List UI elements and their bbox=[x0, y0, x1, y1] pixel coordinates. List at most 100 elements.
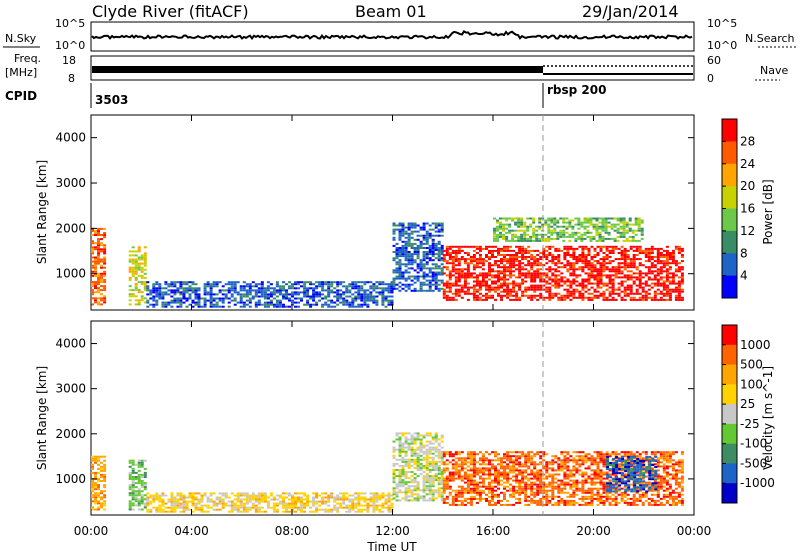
heatmap-cell bbox=[617, 252, 621, 254]
heatmap-cell bbox=[152, 496, 156, 499]
heatmap-cell bbox=[589, 237, 593, 240]
heatmap-cell bbox=[469, 451, 473, 454]
heatmap-cell bbox=[496, 235, 499, 238]
heatmap-cell bbox=[194, 502, 198, 505]
heatmap-cell bbox=[182, 301, 186, 304]
heatmap-cell bbox=[653, 290, 657, 293]
heatmap-cell bbox=[526, 217, 530, 220]
heatmap-cell bbox=[128, 488, 132, 491]
heatmap-cell bbox=[357, 498, 361, 501]
heatmap-cell bbox=[578, 503, 582, 506]
heatmap-cell bbox=[351, 283, 355, 286]
heatmap-cell bbox=[233, 506, 237, 509]
heatmap-cell bbox=[472, 495, 476, 498]
heatmap-cell bbox=[140, 502, 144, 505]
heatmap-cell bbox=[529, 239, 533, 242]
heatmap-cell bbox=[491, 249, 494, 252]
heatmap-cell bbox=[595, 219, 599, 222]
heatmap-cell bbox=[401, 244, 405, 247]
heatmap-cell bbox=[512, 249, 516, 252]
heatmap-cell bbox=[539, 491, 543, 494]
heatmap-cell bbox=[440, 434, 444, 437]
heatmap-cell bbox=[454, 284, 458, 287]
heatmap-cell bbox=[454, 463, 458, 466]
heatmap-cell bbox=[506, 290, 510, 293]
heatmap-cell bbox=[674, 282, 678, 285]
heatmap-cell bbox=[445, 266, 449, 269]
heatmap-cell bbox=[407, 446, 411, 449]
heatmap-cell bbox=[575, 485, 579, 488]
heatmap-cell bbox=[97, 508, 100, 511]
heatmap-cell bbox=[179, 305, 183, 308]
heatmap-cell bbox=[398, 499, 402, 502]
heatmap-cell bbox=[626, 284, 630, 287]
heatmap-cell bbox=[563, 264, 567, 267]
heatmap-cell bbox=[460, 465, 464, 468]
heatmap-cell bbox=[569, 455, 573, 458]
heatmap-cell bbox=[590, 296, 594, 299]
heatmap-cell bbox=[524, 290, 528, 293]
heatmap-cell bbox=[524, 252, 528, 254]
heatmap-cell bbox=[194, 293, 198, 296]
heatmap-cell bbox=[572, 256, 576, 258]
heatmap-cell bbox=[161, 510, 165, 513]
heatmap-cell bbox=[496, 239, 499, 242]
heatmap-cell bbox=[581, 298, 585, 301]
heatmap-cell bbox=[515, 469, 519, 472]
heatmap-cell bbox=[269, 291, 273, 294]
heatmap-cell bbox=[478, 477, 482, 480]
heatmap-cell bbox=[416, 289, 420, 292]
heatmap-cell bbox=[659, 292, 663, 295]
heatmap-cell bbox=[497, 249, 500, 252]
heatmap-cell bbox=[416, 481, 420, 484]
heatmap-cell bbox=[538, 221, 542, 224]
heatmap-cell bbox=[502, 217, 505, 220]
heatmap-cell bbox=[608, 249, 612, 252]
heatmap-cell bbox=[613, 229, 617, 232]
heatmap-cell bbox=[360, 297, 364, 300]
heatmap-cell bbox=[366, 508, 370, 511]
heatmap-cell bbox=[103, 455, 107, 458]
heatmap-cell bbox=[440, 481, 444, 484]
heatmap-cell bbox=[254, 303, 258, 306]
heatmap-cell bbox=[653, 264, 657, 267]
heatmap-cell bbox=[437, 228, 441, 231]
heatmap-cell bbox=[599, 282, 603, 285]
heatmap-cell bbox=[517, 217, 521, 220]
heatmap-cell bbox=[671, 258, 675, 261]
heatmap-cell bbox=[254, 510, 258, 513]
heatmap-cell bbox=[527, 262, 531, 265]
heatmap-cell bbox=[626, 264, 630, 267]
heatmap-cell bbox=[587, 262, 591, 265]
heatmap-cell bbox=[312, 291, 316, 294]
heatmap-cell bbox=[650, 298, 654, 301]
heatmap-cell bbox=[563, 451, 567, 454]
heatmap-cell bbox=[457, 258, 461, 261]
heatmap-cell bbox=[176, 289, 180, 292]
heatmap-cell bbox=[505, 219, 509, 222]
heatmap-cell bbox=[637, 225, 641, 228]
heatmap-cell bbox=[560, 296, 564, 299]
heatmap-cell bbox=[653, 298, 657, 301]
heatmap-cell bbox=[457, 252, 461, 254]
heatmap-cell bbox=[128, 508, 132, 511]
heatmap-cell bbox=[434, 475, 438, 478]
heatmap-cell bbox=[503, 268, 506, 271]
heatmap-cell bbox=[469, 473, 473, 476]
heatmap-cell bbox=[563, 503, 567, 506]
heatmap-cell bbox=[653, 247, 657, 250]
heatmap-cell bbox=[363, 283, 367, 286]
heatmap-cell bbox=[182, 504, 186, 507]
heatmap-cell bbox=[563, 467, 567, 470]
heatmap-cell bbox=[524, 453, 528, 456]
heatmap-cell bbox=[451, 495, 455, 498]
heatmap-cell bbox=[209, 506, 213, 509]
heatmap-cell bbox=[659, 247, 663, 250]
heatmap-cell bbox=[440, 222, 444, 225]
heatmap-cell bbox=[269, 303, 273, 306]
heatmap-cell bbox=[530, 280, 534, 283]
heatmap-cell bbox=[345, 303, 349, 306]
heatmap-cell bbox=[103, 232, 107, 234]
heatmap-cell bbox=[550, 217, 554, 220]
heatmap-cell bbox=[191, 510, 195, 513]
